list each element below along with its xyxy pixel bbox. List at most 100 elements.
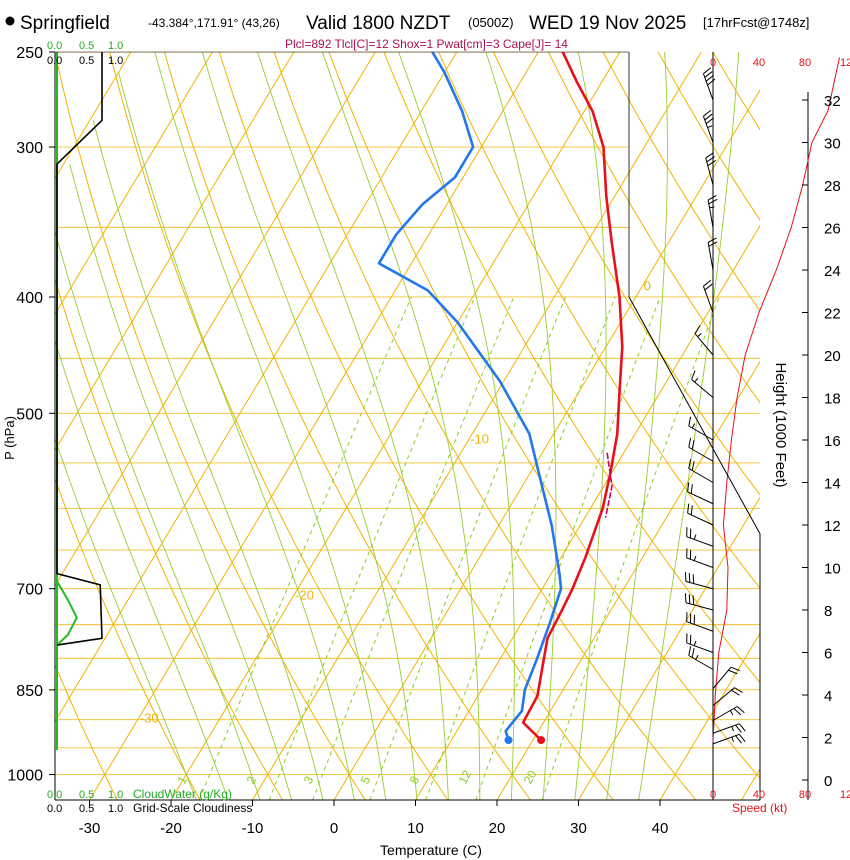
wind-barb-flag (731, 689, 740, 696)
wind-barb-half (697, 333, 702, 337)
cloud-water-trace (56, 580, 78, 646)
p-tick-label-500: 500 (16, 406, 43, 423)
dewpoint-trace (377, 52, 563, 742)
wind-barb-staff (686, 536, 714, 547)
wind-barb-flag (703, 279, 712, 287)
wind-barb-flag (688, 573, 691, 583)
wind-barb (686, 527, 714, 547)
x-axis-label: Temperature (C) (380, 842, 482, 858)
mixing-ratio-1 (198, 296, 412, 800)
chart-frame (54, 51, 761, 801)
moist-adiabat-36 (638, 52, 740, 800)
cloud-water-scale-bottom-1: 0.5 (79, 789, 94, 801)
wind-barb-staff (707, 242, 714, 271)
moist-adiabat-8 (201, 52, 418, 800)
wind-barb (702, 67, 716, 101)
h-tick-label-16: 16 (824, 433, 841, 450)
wind-barb-staff (688, 446, 714, 462)
h-tick-label-32: 32 (824, 93, 841, 110)
wind-barb-staff (688, 655, 714, 670)
cloudiness-scale-top-1: 0.5 (79, 55, 94, 67)
parcel-params: Plcl=892 Tlcl[C]=12 Shox=1 Pwat[cm]=3 Ca… (285, 37, 568, 51)
x-tick-label--30: -30 (79, 820, 101, 837)
moist-adiabat--12 (55, 229, 261, 800)
wind-barb-half (695, 654, 699, 660)
cloudiness-scale-top-2: 1.0 (108, 55, 123, 67)
p-tick-label-1000: 1000 (7, 768, 43, 785)
wind-barb-staff (712, 723, 740, 734)
wind-barb (712, 733, 746, 745)
wind-barb (688, 437, 714, 462)
cloud-water-scale-bottom-2: 1.0 (108, 789, 123, 801)
dry-adiabat-90 (547, 52, 760, 404)
wind-scale-bottom-0: 0 (710, 789, 716, 801)
wind-barb-staff (707, 199, 714, 228)
wind-barb-flag (684, 572, 687, 582)
x-tick-label-10: 10 (407, 820, 424, 837)
x-tick-label-40: 40 (652, 820, 669, 837)
wind-barb (686, 548, 714, 568)
cloudiness-trace (56, 52, 103, 646)
header-coords: -43.384°,171.91° (43,26) (148, 16, 280, 30)
wind-barb-flag (688, 594, 691, 604)
station-marker-icon (5, 16, 15, 26)
h-tick-label-30: 30 (824, 136, 841, 153)
wind-barb-flag (687, 482, 690, 492)
wind-barb-flag (688, 646, 692, 656)
wind-barb-half (693, 534, 697, 540)
wind-barb-flag (688, 459, 692, 469)
moist-adiabat-4 (154, 52, 387, 800)
wind-scale-bottom-1: 40 (753, 789, 765, 801)
wind-barb-staff (712, 706, 738, 721)
surface-dewpoint-marker (504, 736, 513, 745)
wind-barb (707, 194, 718, 228)
isotherm--60 (55, 52, 295, 451)
wind-barb-staff (685, 602, 714, 611)
p-tick-label-250: 250 (16, 45, 43, 62)
wind-barb-flag (684, 593, 687, 603)
wind-speed-trace (712, 57, 840, 742)
mixing-ratio-lines (198, 296, 720, 800)
dry-adiabat-80 (493, 52, 760, 496)
moist-adiabat-12 (257, 52, 449, 800)
dry-adiabat-60 (383, 52, 760, 684)
wind-barb (688, 646, 714, 670)
wind-barb-half (691, 423, 696, 429)
mixing-ratio-label-20: 20 (521, 768, 540, 787)
temperature-trace (521, 52, 624, 742)
cloud-water-scale-bottom-0: 0.0 (47, 789, 62, 801)
isotherm-label-10: 10 (804, 147, 819, 162)
cloudiness-scale-bottom-0: 0.0 (47, 803, 62, 815)
wind-barb-staff (686, 621, 714, 632)
wind-barb-flag (708, 241, 718, 247)
x-tick-label--10: -10 (242, 820, 264, 837)
temperature-tick-labels: -30 -20 -10 0 10 20 30 40 (79, 800, 669, 837)
pressure-tick-labels: 250 300 400 500 700 850 1000 (7, 45, 55, 785)
p-tick-label-300: 300 (16, 140, 43, 157)
cloud-water-scale-top-0: 0.0 (47, 40, 62, 52)
wind-barb (691, 370, 714, 398)
wind-speed-label: Speed (kt) (732, 801, 787, 815)
cloud-profile (56, 52, 103, 750)
wind-scale-top-2: 80 (799, 57, 811, 69)
wind-barb-staff (712, 666, 732, 689)
wind-barb-staff (691, 379, 714, 398)
h-tick-label-2: 2 (824, 731, 832, 748)
wind-barb (687, 503, 714, 526)
wind-barb-flag (691, 370, 696, 380)
isotherm-label--10: -10 (470, 431, 489, 446)
wind-barb-staff (688, 468, 714, 483)
mixing-ratio-2 (268, 296, 476, 800)
wind-barb-staff (685, 581, 714, 590)
wind-barb-flag (707, 78, 716, 86)
x-tick-label-20: 20 (489, 820, 506, 837)
wind-barb (712, 723, 746, 734)
wind-barb-flag (704, 113, 713, 121)
wind-barb (702, 279, 714, 313)
wind-barb-flag (694, 325, 701, 334)
isotherm--30 (89, 52, 539, 800)
h-tick-label-14: 14 (824, 476, 841, 493)
isotherm-labels: 10 0 -10 -20 -30 (140, 147, 819, 725)
